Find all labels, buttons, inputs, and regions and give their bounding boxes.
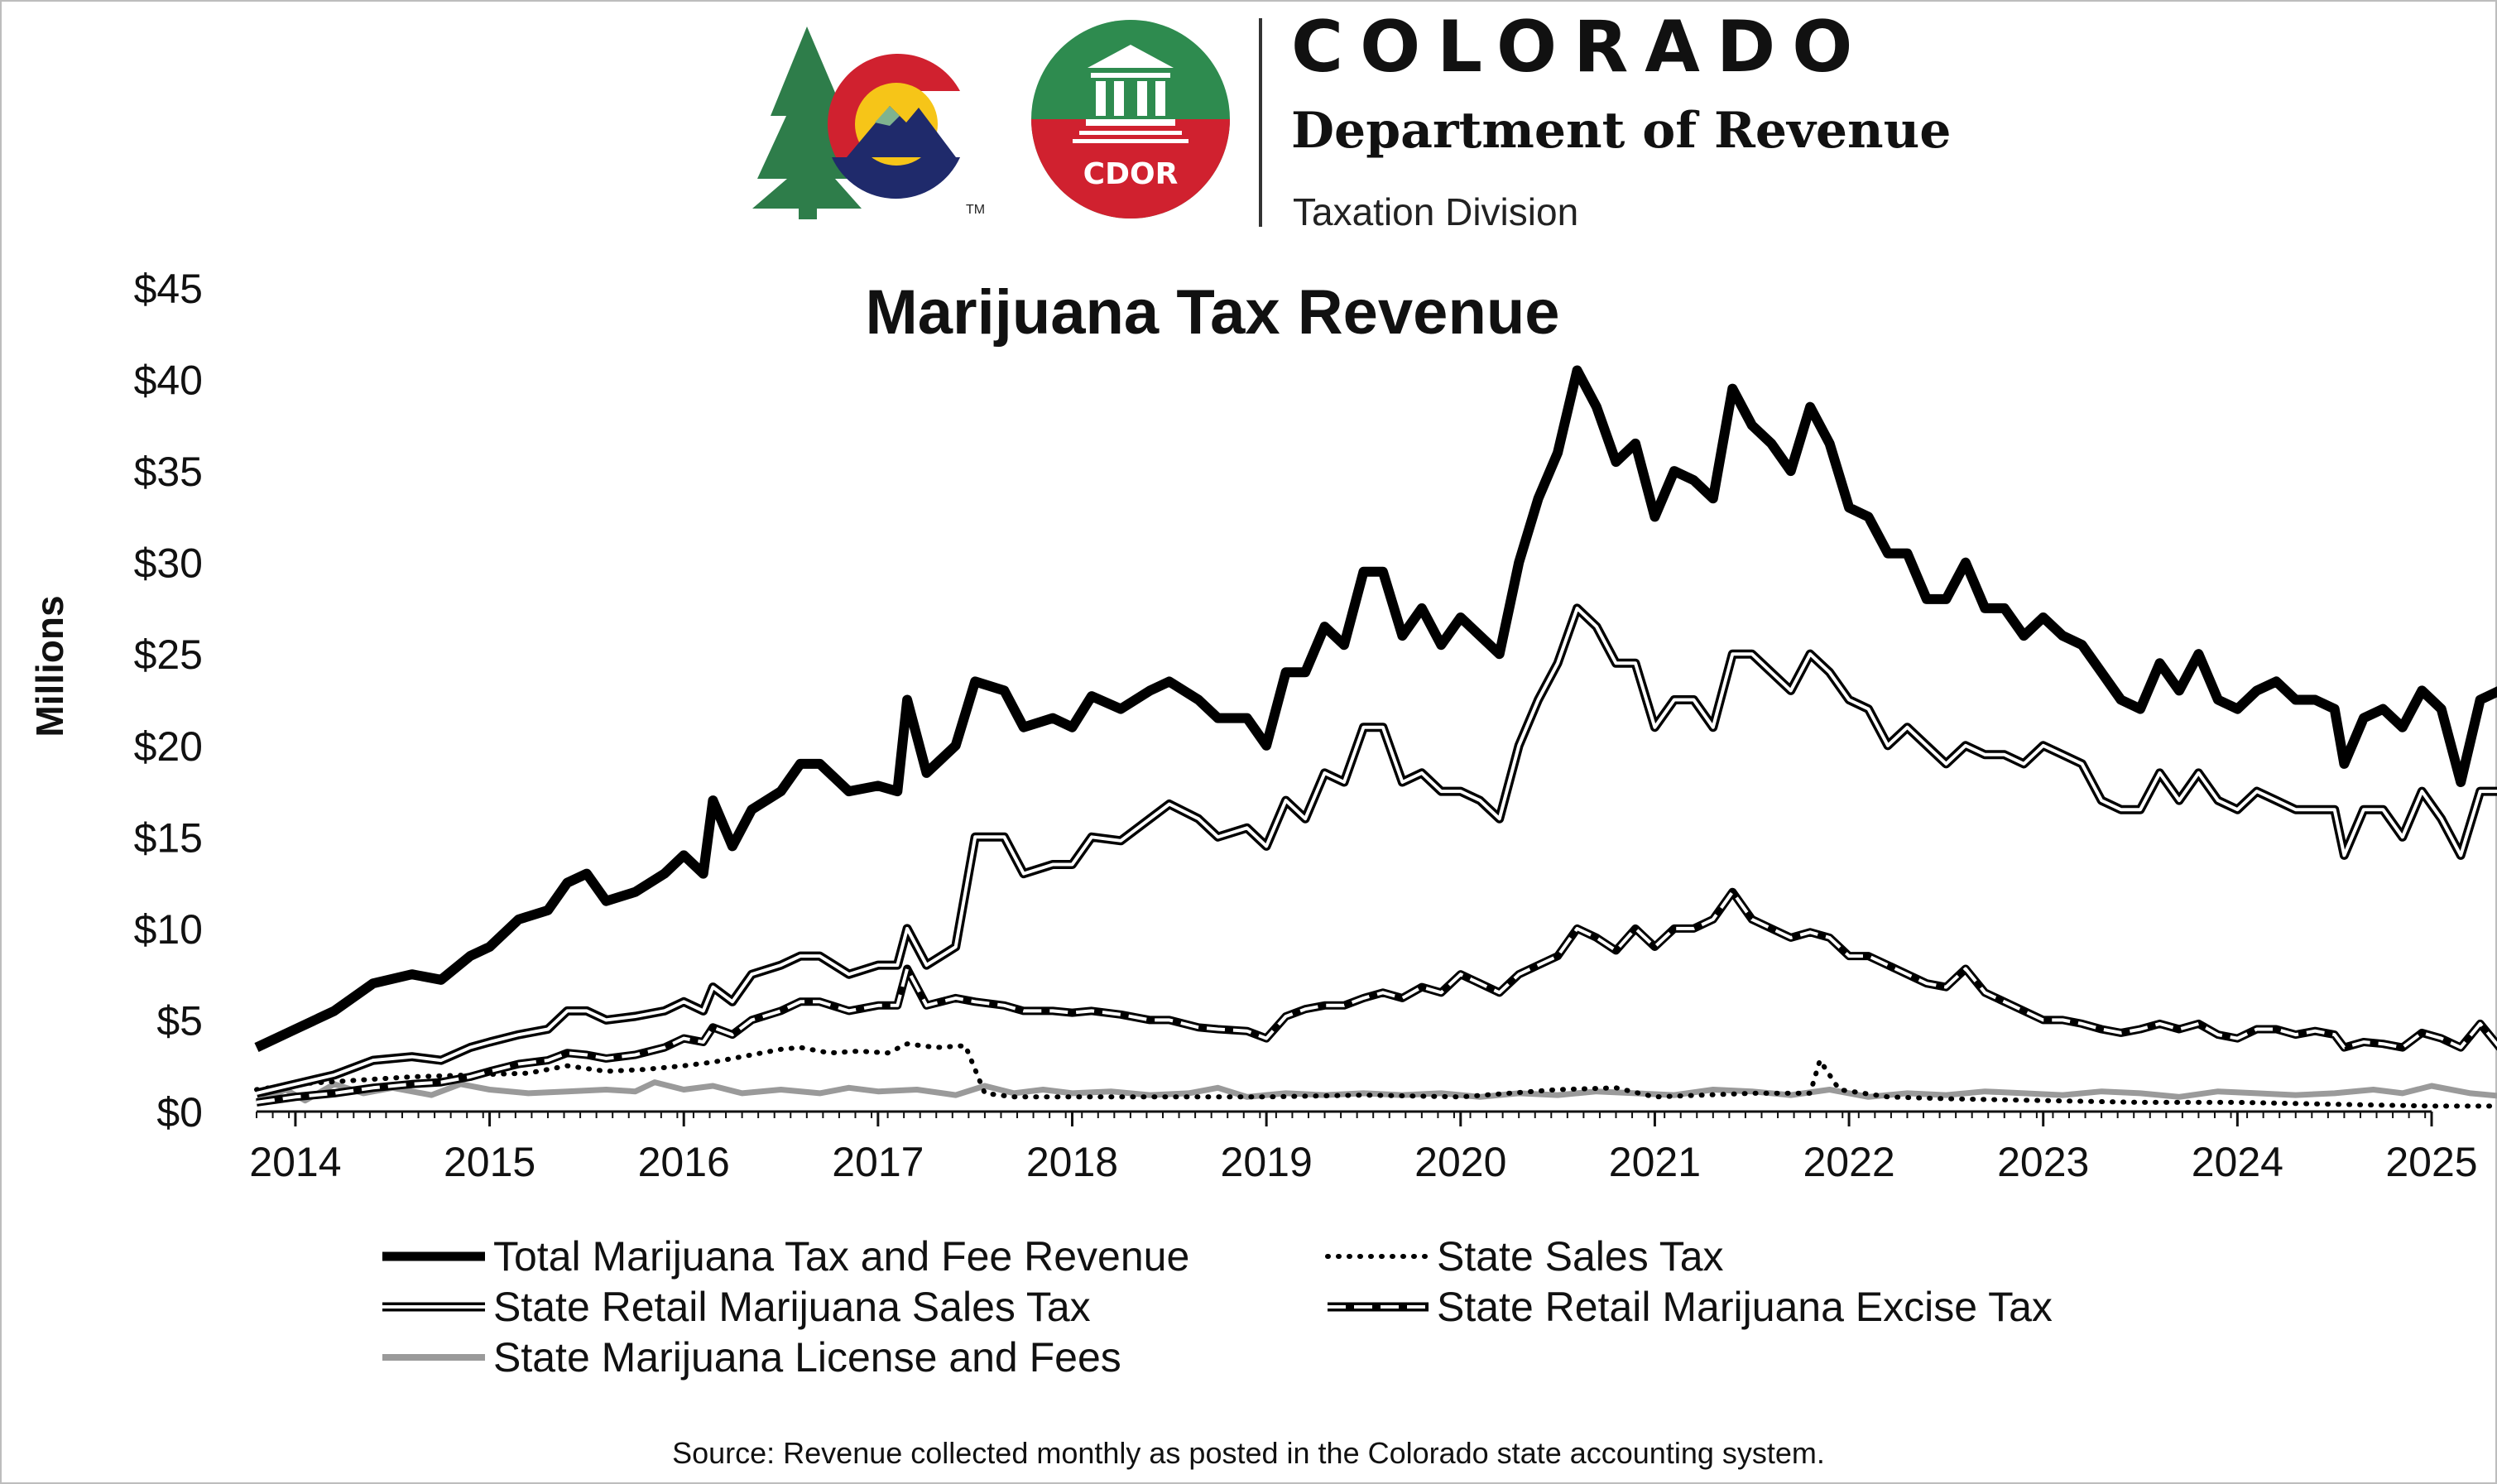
legend-swatch-gray-solid bbox=[382, 1354, 485, 1361]
colorado-c-blue bbox=[832, 157, 960, 199]
source-note: Source: Revenue collected monthly as pos… bbox=[672, 1436, 1825, 1470]
legend-item-total: Total Marijuana Tax and Fee Revenue bbox=[381, 1233, 1189, 1280]
trademark-label: TM bbox=[966, 203, 985, 217]
y-tick-label: $15 bbox=[134, 814, 203, 861]
chart-series bbox=[254, 365, 2497, 1109]
x-tick-label: 2019 bbox=[1221, 1139, 1313, 1185]
y-tick-label: $40 bbox=[134, 358, 203, 404]
legend-item-license-fees: State Marijuana License and Fees bbox=[381, 1334, 1121, 1381]
legend-swatch-thick-solid bbox=[382, 1251, 485, 1261]
x-tick-label: 2023 bbox=[1997, 1139, 2089, 1185]
series-line-state-sales-tax bbox=[254, 1041, 2497, 1109]
x-tick-label: 2014 bbox=[249, 1139, 341, 1185]
series-line-inner-state-retail-marijuana-sales-tax bbox=[256, 606, 2497, 1095]
chart-axes: $0 $5 $10 $15 $20 $25 $30 $35 $40 $45 2014 2015 2016… bbox=[134, 266, 2478, 1185]
y-tick-label: $30 bbox=[134, 540, 203, 587]
org-name: COLORADO bbox=[1291, 6, 1870, 89]
cdor-logo-text: CDOR bbox=[1083, 157, 1179, 191]
series-line-state-retail-marijuana-excise-tax bbox=[256, 887, 2497, 1107]
series-line-inner-state-retail-marijuana-excise-tax bbox=[256, 890, 2497, 1104]
header-divider bbox=[1259, 18, 1262, 227]
legend-item-retail-sales-tax: State Retail Marijuana Sales Tax bbox=[381, 1284, 1091, 1330]
x-tick-label: 2016 bbox=[638, 1139, 730, 1185]
courthouse-steps bbox=[1073, 131, 1188, 143]
mountain-snow-icon bbox=[875, 106, 900, 126]
y-tick-label: $45 bbox=[134, 266, 203, 312]
y-tick-label: $0 bbox=[156, 1089, 203, 1136]
courthouse-icon bbox=[1086, 45, 1175, 126]
y-tick-label: $10 bbox=[134, 906, 203, 953]
y-tick-label: $35 bbox=[134, 449, 203, 495]
x-tick-label: 2020 bbox=[1414, 1139, 1506, 1185]
legend-item-state-sales-tax: State Sales Tax bbox=[1324, 1233, 1724, 1280]
chart-title: Marijuana Tax Revenue bbox=[865, 277, 1560, 348]
legend-swatch-dashed bbox=[1328, 1302, 1429, 1312]
x-tick-label: 2022 bbox=[1803, 1139, 1894, 1185]
y-tick-label: $20 bbox=[134, 723, 203, 770]
cdor-logo-red-half bbox=[1031, 119, 1230, 219]
legend-label-retail-sales-tax: State Retail Marijuana Sales Tax bbox=[493, 1284, 1091, 1330]
x-tick-label: 2025 bbox=[2385, 1139, 2477, 1185]
series-line-total-marijuana-tax-and-fee-revenue bbox=[254, 365, 2497, 1053]
legend-label-excise-tax: State Retail Marijuana Excise Tax bbox=[1437, 1284, 2053, 1330]
legend-label-state-sales-tax: State Sales Tax bbox=[1437, 1233, 1724, 1280]
colorado-state-logo: TM bbox=[752, 26, 985, 219]
legend-label-license-fees: State Marijuana License and Fees bbox=[493, 1334, 1121, 1381]
legend-label-total: Total Marijuana Tax and Fee Revenue bbox=[493, 1233, 1190, 1280]
department-name: Department of Revenue bbox=[1291, 102, 1952, 160]
x-tick-label: 2021 bbox=[1609, 1139, 1701, 1185]
legend-item-excise-tax: State Retail Marijuana Excise Tax bbox=[1324, 1284, 2053, 1330]
y-tick-label: $5 bbox=[156, 997, 203, 1044]
x-tick-label: 2024 bbox=[2192, 1139, 2283, 1185]
mountain-icon bbox=[847, 106, 956, 157]
legend-swatch-double-line bbox=[382, 1302, 485, 1312]
division-name: Taxation Division bbox=[1293, 190, 1579, 233]
x-tick-label: 2018 bbox=[1026, 1139, 1118, 1185]
y-tick-label: $25 bbox=[134, 632, 203, 678]
series-line-state-marijuana-license-and-fees bbox=[255, 1079, 2497, 1106]
legend-swatch-dotted bbox=[1325, 1254, 1430, 1259]
x-tick-label: 2015 bbox=[444, 1139, 535, 1185]
pine-tree-icon bbox=[752, 26, 862, 219]
x-tick-label: 2017 bbox=[832, 1139, 924, 1185]
cdor-logo: CDOR bbox=[1031, 20, 1230, 219]
